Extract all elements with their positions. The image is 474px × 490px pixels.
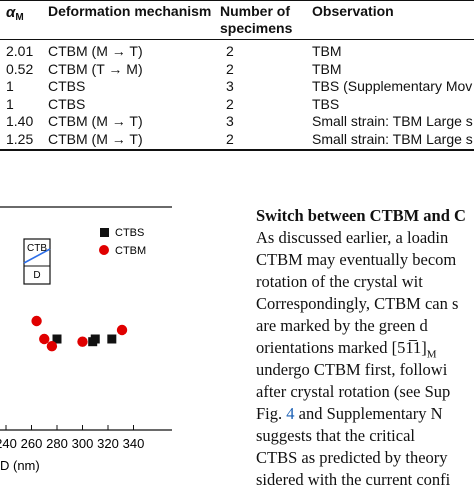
header-specimens-line2: specimens (220, 20, 293, 36)
x-tick-label: 300 (72, 436, 94, 451)
body-line-6: orientations marked [51̅1]M (256, 338, 437, 364)
cell-alpha: 1 (6, 78, 14, 94)
body-line-11: CTBS as predicted by theory (256, 448, 448, 467)
body-line-6-text: orientations marked [51̅1] (256, 338, 427, 357)
cell-observation: TBS (Supplementary Mov (312, 78, 473, 94)
legend-ctbm-label: CTBM (115, 245, 146, 257)
body-line-5: are marked by the green d (256, 316, 428, 335)
body-line-12: sidered with the current confi (256, 470, 451, 489)
cell-observation: TBM (312, 43, 342, 59)
header-alpha: αM (6, 4, 24, 26)
body-line-7: undergo CTBM first, followi (256, 360, 448, 379)
cell-alpha: 2.01 (6, 43, 34, 59)
inset-label-d: D (33, 270, 40, 281)
body-line-8: after crystal rotation (see Sup (256, 382, 451, 401)
x-tick-label: 240 (0, 436, 17, 451)
cell-alpha: 1 (6, 95, 14, 112)
cell-alpha: 1.40 (6, 113, 34, 129)
body-line-3: rotation of the crystal wit (256, 272, 423, 291)
body-line-1: As discussed earlier, a loadin (256, 228, 449, 247)
data-point-ctbm (39, 333, 50, 345)
cell-specimens: 2 (226, 130, 234, 147)
data-point-ctbm (31, 315, 42, 327)
inset-twin-boundary (23, 248, 51, 264)
body-line-4: Correspondingly, CTBM can s (256, 294, 459, 313)
body-line-10: suggests that the critical (256, 426, 415, 445)
cell-observation: Small strain: TBM Large s (312, 130, 473, 147)
legend-ctbs-label: CTBS (115, 227, 144, 239)
x-tick-label: 260 (21, 436, 43, 451)
cell-mechanism: CTBS (48, 78, 86, 94)
fig-label: Fig. (256, 404, 283, 423)
cell-mechanism: CTBM (T → M) (48, 60, 143, 77)
legend-ctbm-marker (99, 245, 109, 255)
header-observation: Observation (312, 3, 394, 19)
cell-specimens: 2 (226, 95, 234, 112)
cell-observation: Small strain: TBM Large s (312, 113, 473, 129)
legend-ctbs-marker (100, 228, 109, 237)
x-axis-label: D (nm) (0, 458, 40, 473)
header-mechanism: Deformation mechanism (48, 3, 212, 19)
fig-number-link[interactable]: 4 (286, 404, 295, 423)
cell-alpha: 1.25 (6, 130, 34, 147)
header-specimens-line1: Number of (220, 3, 290, 19)
inset-label-ctb: CTB (27, 243, 47, 254)
body-line-9-tail: N (430, 404, 443, 423)
data-point-ctbs (88, 337, 98, 347)
table-header-rule (0, 39, 474, 40)
cell-specimens: 2 (226, 43, 234, 59)
cell-observation: TBS (312, 95, 340, 112)
data-point-ctbm (116, 324, 128, 336)
data-point-ctbm (46, 341, 58, 352)
inset-schematic: CTB D (23, 238, 51, 285)
x-tick-label: 280 (46, 436, 68, 451)
cell-alpha: 0.52 (6, 60, 34, 77)
x-tick-label: 340 (123, 436, 145, 451)
cell-specimens: 2 (226, 60, 234, 77)
cell-observation: TBM (312, 60, 342, 77)
alpha-subscript: M (15, 12, 24, 23)
legend: CTBS CTBM (99, 227, 146, 257)
body-line-9-text: and Supplementary (298, 404, 427, 423)
cell-mechanism: CTBM (M → T) (48, 130, 143, 147)
section-heading: Switch between CTBM and C (256, 206, 466, 225)
data-point-ctbs (107, 334, 117, 344)
alpha-symbol: α (6, 4, 16, 21)
cell-mechanism: CTBM (M → T) (48, 43, 143, 59)
body-line-9: Fig. 4 and Supplementary N (256, 404, 443, 424)
data-point-ctbm (77, 336, 88, 347)
data-table: αM Deformation mechanism Number of speci… (0, 0, 474, 160)
cell-specimens: 3 (226, 78, 234, 94)
cell-mechanism: CTBM (M → T) (48, 113, 143, 129)
body-line-2: CTBM may eventually becom (256, 250, 457, 269)
orientation-subscript: M (426, 348, 437, 361)
cell-mechanism: CTBS (48, 95, 86, 112)
data-point-ctbs (52, 334, 62, 344)
figure-reference[interactable]: Fig. 4 (256, 404, 295, 423)
x-tick-label: 320 (97, 436, 119, 451)
table-top-rule (0, 0, 474, 1)
table-bottom-rule (0, 149, 474, 151)
cell-specimens: 3 (226, 113, 234, 129)
